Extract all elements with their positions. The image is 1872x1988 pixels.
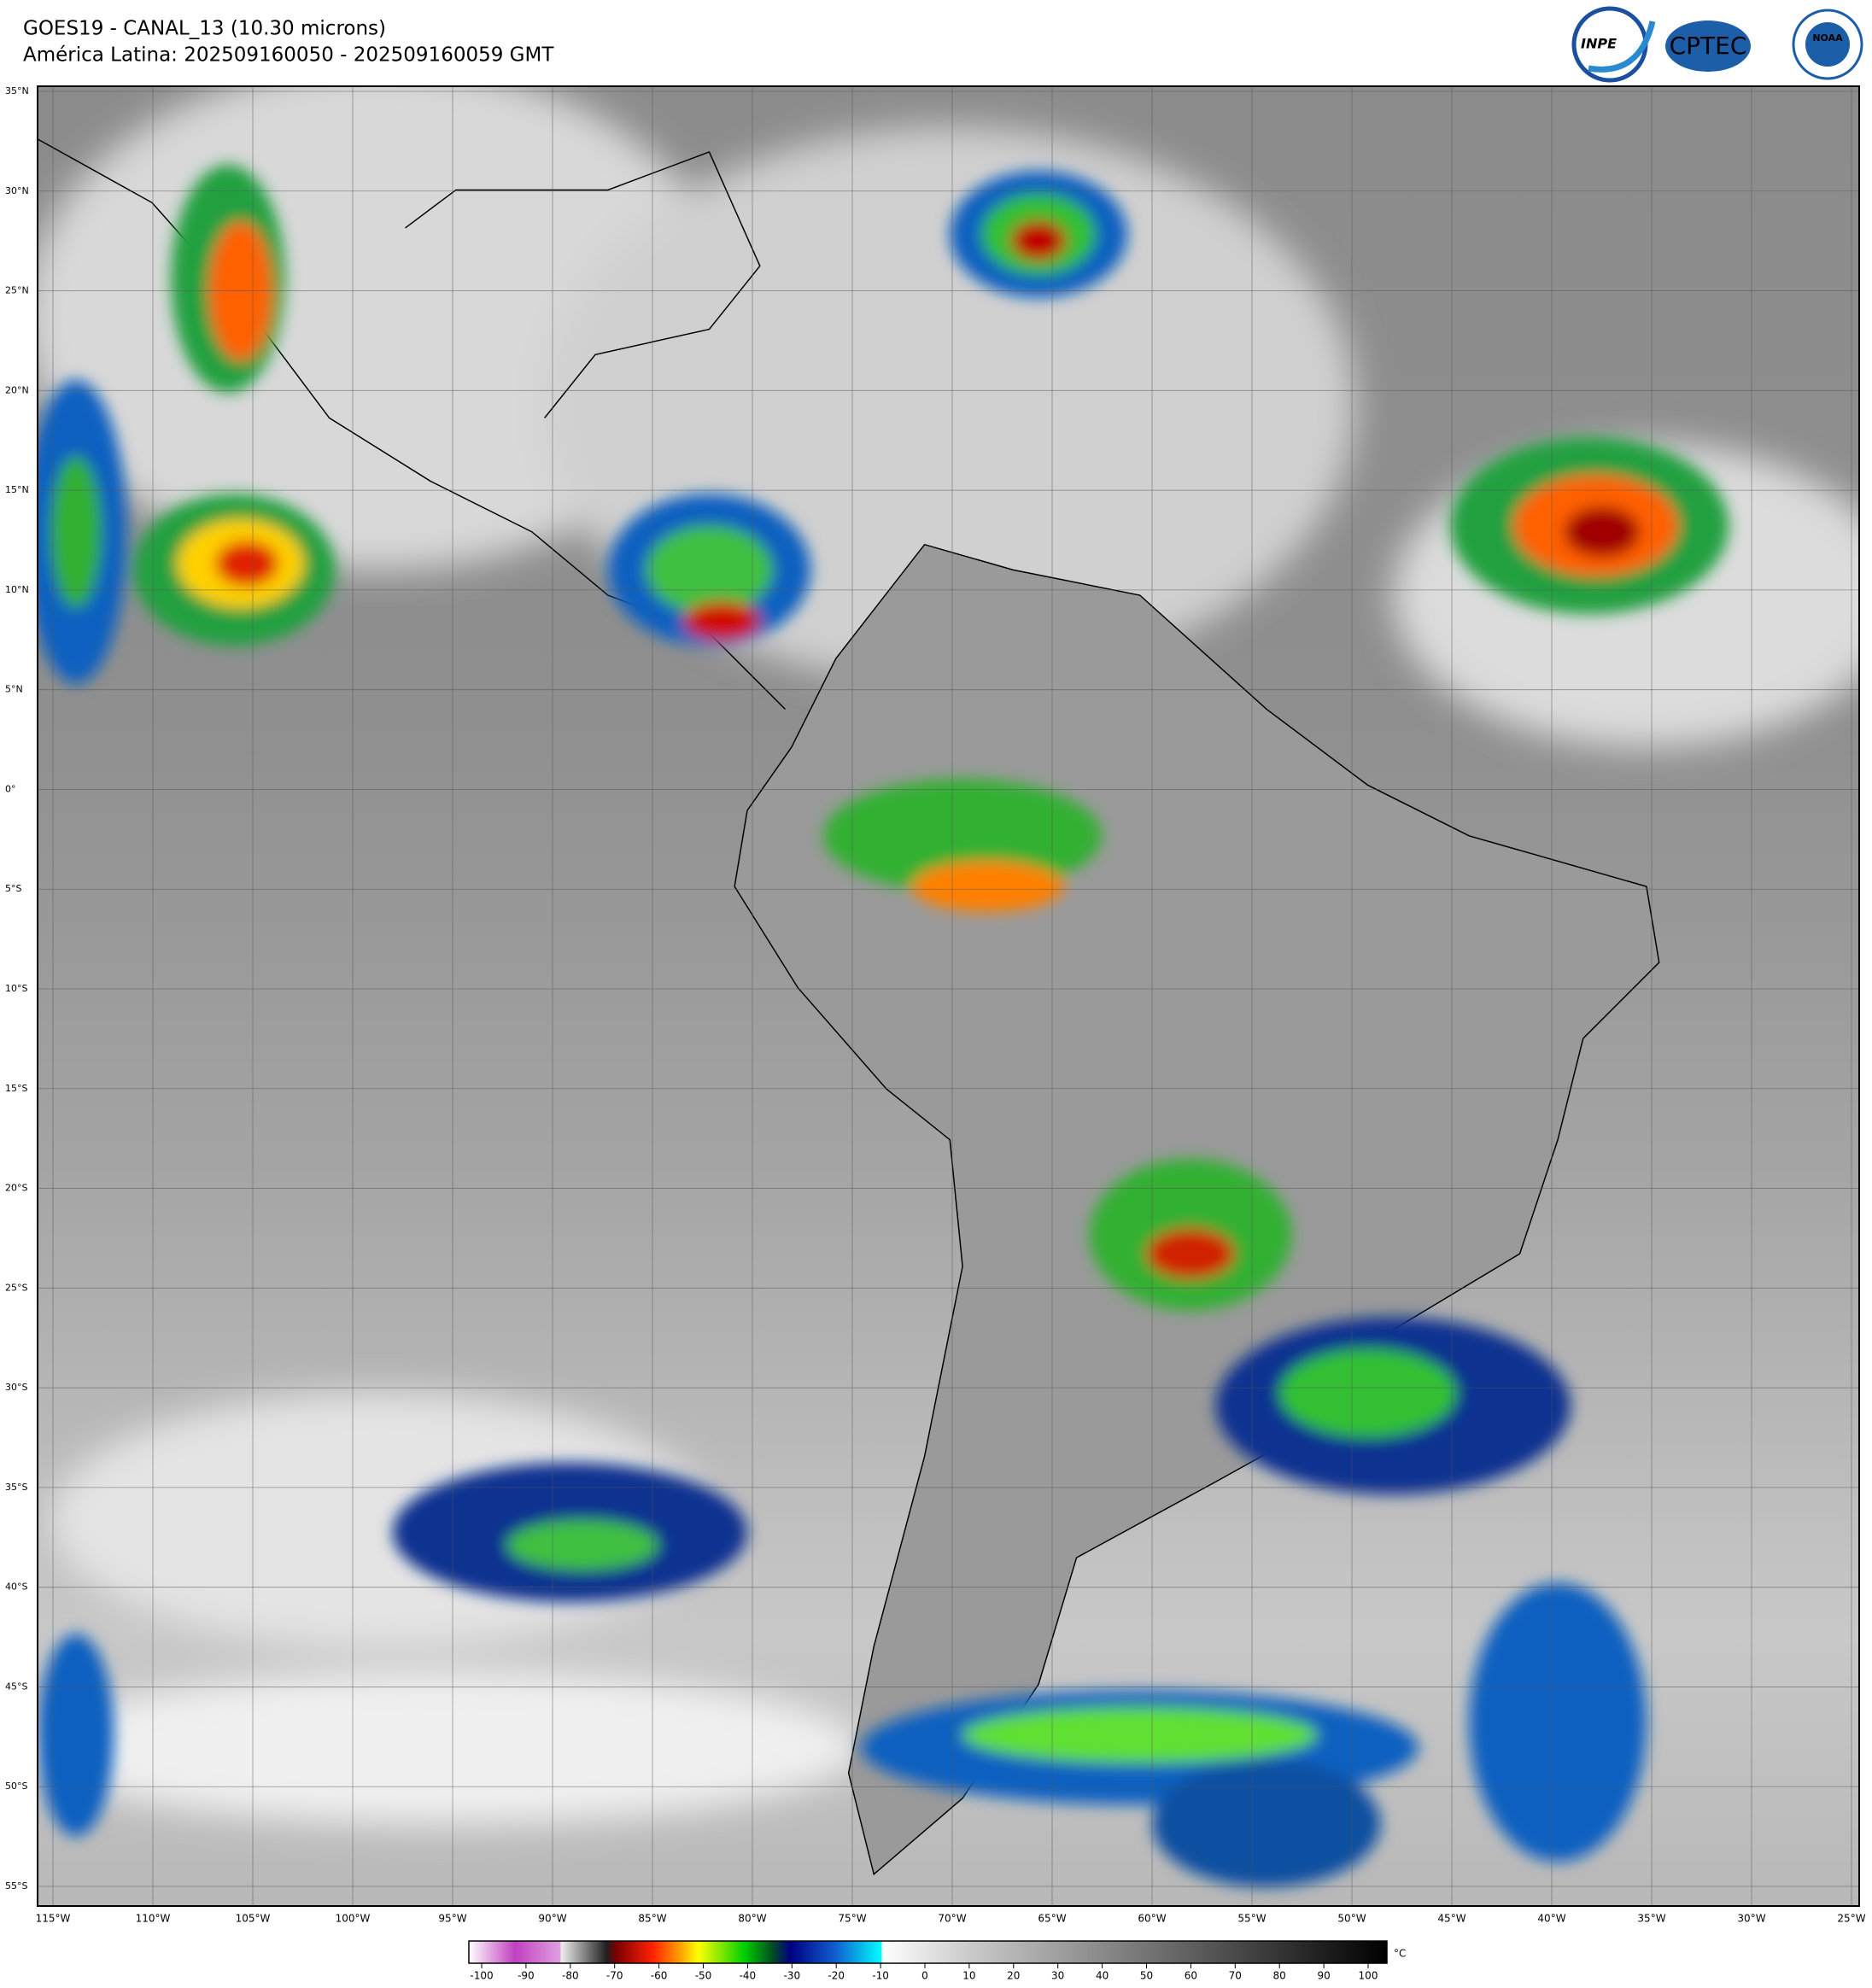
colorbar-tick-label: 90 bbox=[1317, 1970, 1330, 1982]
cptec-logo bbox=[1665, 20, 1751, 72]
lon-label: 70°W bbox=[938, 1913, 966, 1925]
lon-label: 45°W bbox=[1437, 1913, 1465, 1925]
colorbar-tick-label: -70 bbox=[606, 1970, 623, 1982]
lat-label: 15°N bbox=[5, 484, 29, 495]
lon-label: 95°W bbox=[438, 1913, 466, 1925]
colorbar-tick-label: -60 bbox=[651, 1970, 668, 1982]
lat-label: 35°S bbox=[5, 1482, 27, 1493]
lat-label: 5°S bbox=[5, 883, 21, 894]
colorbar-tick-label: 60 bbox=[1185, 1970, 1197, 1982]
colorbar-tick-label: -50 bbox=[695, 1970, 712, 1982]
colorbar-tick-label: 0 bbox=[921, 1970, 928, 1982]
lon-label: 40°W bbox=[1537, 1913, 1565, 1925]
colorbar-unit: °C bbox=[1394, 1948, 1406, 1960]
inpe-text: INPE bbox=[1581, 36, 1617, 52]
colorbar-ticks: -100 -90 -80 -70 -60 -50 -40 -30 -20 -10 0 10 20 30 40… bbox=[470, 1963, 1378, 1982]
lat-label: 25°S bbox=[5, 1282, 27, 1293]
logos: INPE CPTEC NOAA bbox=[1571, 6, 1863, 83]
lon-label: 80°W bbox=[738, 1913, 766, 1925]
lat-label: 35°N bbox=[5, 85, 29, 96]
colorbar-tick-label: 50 bbox=[1140, 1970, 1153, 1982]
colorbar-tick-label: -30 bbox=[783, 1970, 800, 1982]
noaa-inner bbox=[1805, 22, 1850, 67]
lon-label: 60°W bbox=[1138, 1913, 1166, 1925]
inpe-swoosh bbox=[1588, 20, 1656, 73]
lat-label: 30°N bbox=[5, 185, 29, 196]
colorbar-tick-label: -90 bbox=[518, 1970, 535, 1982]
lon-label: 50°W bbox=[1337, 1913, 1366, 1925]
lon-label: 65°W bbox=[1038, 1913, 1066, 1925]
map bbox=[38, 86, 1859, 1906]
lat-label: 50°S bbox=[5, 1780, 27, 1792]
cptec-text: CPTEC bbox=[1670, 32, 1747, 60]
lon-label: 85°W bbox=[638, 1913, 666, 1925]
lon-label: 105°W bbox=[236, 1913, 271, 1925]
noaa-text: NOAA bbox=[1812, 32, 1843, 44]
lat-label: 45°S bbox=[5, 1681, 27, 1692]
lat-label: 20°S bbox=[5, 1183, 27, 1194]
lon-label: 115°W bbox=[36, 1913, 71, 1925]
lon-label: 25°W bbox=[1837, 1913, 1865, 1925]
lon-label: 100°W bbox=[336, 1913, 371, 1925]
lat-label: 30°S bbox=[5, 1382, 27, 1393]
map-frame bbox=[37, 85, 1860, 1907]
lat-label: 5°N bbox=[5, 684, 23, 695]
colorbar-tick-label: -100 bbox=[470, 1970, 493, 1982]
title: GOES19 - CANAL_13 (10.30 microns) bbox=[23, 18, 386, 40]
colorbar-tick-label: 100 bbox=[1359, 1970, 1378, 1982]
convection bbox=[38, 164, 1729, 1887]
colorbar-tick-label: 70 bbox=[1229, 1970, 1242, 1982]
cloud-field bbox=[38, 86, 1859, 1887]
graticule bbox=[38, 86, 1859, 1906]
colorbar bbox=[468, 1940, 1388, 1964]
lon-label: 30°W bbox=[1737, 1913, 1765, 1925]
lat-label: 15°S bbox=[5, 1083, 27, 1094]
lat-label: 40°S bbox=[5, 1582, 27, 1593]
colorbar-tick-label: 20 bbox=[1007, 1970, 1020, 1982]
lat-label: 10°N bbox=[5, 584, 29, 595]
subtitle: América Latina: 202509160050 - 202509160… bbox=[23, 44, 554, 67]
lon-label: 75°W bbox=[838, 1913, 866, 1925]
lon-label: 90°W bbox=[538, 1913, 566, 1925]
colorbar-tick-label: 10 bbox=[962, 1970, 975, 1982]
lon-label: 35°W bbox=[1637, 1913, 1665, 1925]
lat-label: 10°S bbox=[5, 983, 27, 994]
colorbar-tick-label: -10 bbox=[872, 1970, 889, 1982]
lat-label: 20°N bbox=[5, 384, 29, 395]
colorbar-tick-label: -40 bbox=[740, 1970, 757, 1982]
axis-labels: 35°N 30°N 25°N 20°N 15°N 10°N 5°N 0° 5°S 10°S 15°S… bbox=[5, 85, 1866, 1925]
lon-label: 110°W bbox=[136, 1913, 171, 1925]
colorbar-tick-label: 80 bbox=[1273, 1970, 1286, 1982]
lat-label: 55°S bbox=[5, 1880, 27, 1892]
colorbar-tick-label: -20 bbox=[828, 1970, 845, 1982]
lat-label: 25°N bbox=[5, 285, 29, 296]
lon-label: 55°W bbox=[1237, 1913, 1266, 1925]
lat-label: 0° bbox=[5, 783, 16, 794]
colorbar-tick-label: -80 bbox=[562, 1970, 579, 1982]
colorbar-tick-label: 40 bbox=[1096, 1970, 1109, 1982]
colorbar-tick-label: 30 bbox=[1051, 1970, 1064, 1982]
